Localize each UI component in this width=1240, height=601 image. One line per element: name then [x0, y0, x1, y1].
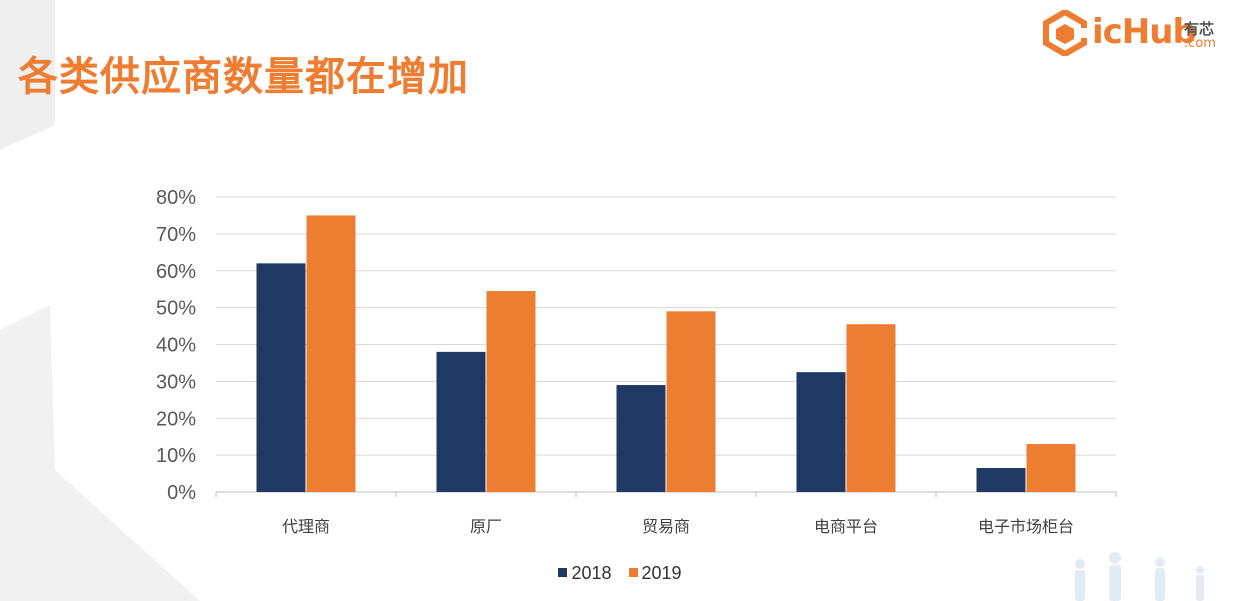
legend-swatch-2019 [628, 568, 638, 577]
y-tick-label: 60% [156, 261, 196, 283]
y-tick-label: 40% [156, 335, 196, 357]
bar-2019-4 [1026, 444, 1076, 492]
bar-2018-3 [796, 372, 846, 492]
people-decoration-icon [1075, 552, 1204, 601]
y-tick-label: 80% [156, 187, 196, 209]
x-category-label: 原厂 [470, 517, 502, 536]
bar-2019-1 [486, 291, 536, 492]
legend-item-2018: 2018 [558, 563, 611, 584]
bar-2018-4 [976, 468, 1026, 492]
x-category-label: 代理商 [282, 517, 330, 536]
logo-domain: .com [1184, 36, 1216, 51]
bar-2019-0 [306, 215, 356, 492]
y-tick-label: 20% [156, 408, 196, 430]
logo-text: icHub [1092, 12, 1197, 52]
y-tick-label: 30% [156, 371, 196, 393]
bar-2018-0 [256, 263, 306, 492]
y-tick-label: 50% [156, 298, 196, 320]
x-category-label: 贸易商 [642, 517, 690, 536]
y-tick-label: 10% [156, 445, 196, 467]
y-axis-ticks: 0% 10% 20% 30% 40% 50% 60% 70% 80% [156, 187, 196, 504]
cube-logo-icon [1043, 10, 1088, 56]
y-tick-label: 70% [156, 224, 196, 246]
bar-2018-2 [616, 385, 666, 492]
brand-logo: icHub 有芯 .com [1042, 10, 1227, 56]
x-category-label: 电商平台 [814, 517, 878, 536]
grid-lines [215, 196, 1117, 497]
x-category-label: 电子市场柜台 [978, 517, 1074, 536]
logo-chinese: 有芯 [1184, 20, 1215, 38]
y-tick-label: 0% [167, 482, 196, 504]
bars [256, 215, 1076, 492]
x-axis-labels: 代理商 原厂 贸易商 电商平台 电子市场柜台 [282, 517, 1074, 536]
bar-2019-3 [846, 324, 896, 492]
chart-legend: 2018 2019 [0, 563, 1240, 584]
legend-label-2018: 2018 [571, 563, 612, 583]
legend-label-2019: 2019 [641, 563, 682, 583]
legend-item-2019: 2019 [628, 563, 682, 584]
slide-title: 各类供应商数量都在增加 [18, 54, 469, 100]
bar-2019-2 [666, 311, 716, 492]
bar-2018-1 [436, 351, 486, 492]
legend-swatch-2018 [558, 568, 568, 577]
